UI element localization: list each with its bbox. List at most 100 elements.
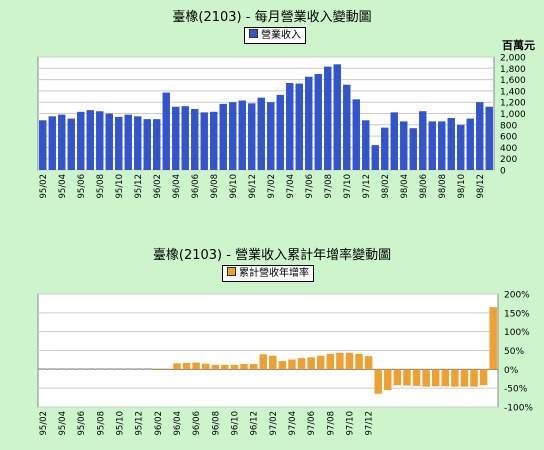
bar (240, 364, 248, 370)
bar (67, 368, 76, 370)
x-tick-label: 96/06 (192, 411, 202, 436)
x-tick-label: 95/12 (135, 411, 145, 436)
x-tick-label: 98/12 (476, 174, 486, 199)
cumulative-growth-chart: 200% 150% 100% 50% 0% -50% -100% 95/02 95/04 95/0… (37, 291, 533, 436)
y-tick-label: 1,200 (500, 99, 526, 109)
bar (314, 73, 322, 170)
bar (460, 369, 469, 387)
bar (307, 357, 315, 370)
y-tick-label: 200 (500, 155, 517, 165)
bar (115, 368, 124, 370)
bar (381, 127, 389, 171)
legend-swatch (227, 267, 236, 276)
y-tick-label: 2,000 (500, 54, 526, 64)
bar (219, 103, 227, 170)
bar (201, 363, 210, 370)
bar (286, 82, 294, 170)
bar (39, 120, 47, 170)
bar (295, 83, 303, 170)
x-tick-label: 95/02 (39, 411, 49, 436)
bar (58, 114, 66, 170)
bar (96, 368, 105, 370)
x-tick-label: 97/12 (362, 174, 372, 199)
y-tick-label: -50% (504, 385, 528, 395)
bar (38, 368, 48, 370)
bar (269, 355, 277, 370)
x-tick-label: 96/12 (250, 411, 260, 436)
bar (67, 118, 75, 170)
bar (163, 368, 172, 370)
bar (105, 368, 115, 370)
bar (230, 364, 239, 370)
x-tick-label: 97/06 (305, 174, 315, 199)
chart-title: 臺橡(2103) - 每月營業收入變動圖 (172, 10, 372, 25)
bar (438, 121, 446, 170)
bar (210, 111, 218, 170)
x-tick-label: 95/06 (77, 411, 87, 436)
bar (364, 356, 373, 370)
x-tick-label: 97/02 (267, 174, 277, 199)
bar (470, 369, 478, 387)
legend: 營業收入 (244, 27, 306, 44)
bar (451, 369, 459, 387)
x-tick-label: 96/06 (191, 174, 201, 199)
bar (476, 102, 484, 170)
bar (48, 116, 56, 170)
y-tick-label: 1,600 (500, 76, 526, 86)
x-tick-label: 96/10 (230, 411, 240, 436)
cumulative-growth-panel: 臺橡(2103) - 營業收入累計年增率變動圖 累計營收年增率 200% 150%… (0, 234, 544, 450)
x-tick-label: 97/08 (324, 174, 334, 199)
chart-title: 臺橡(2103) - 營業收入累計年增率變動圖 (152, 248, 392, 263)
x-tick-label: 95/08 (96, 411, 106, 436)
bar (249, 364, 258, 370)
bar (162, 92, 170, 170)
bar (400, 121, 408, 170)
bar (428, 121, 436, 170)
bar (466, 118, 474, 170)
x-tick-label: 95/02 (39, 174, 49, 199)
bar (238, 100, 246, 170)
y-tick-label: 50% (504, 347, 524, 357)
x-tick-label: 97/12 (365, 411, 375, 436)
x-tick-label: 96/08 (210, 174, 220, 199)
x-tick-label: 97/10 (343, 174, 353, 199)
bar (172, 106, 180, 170)
bar (409, 128, 417, 170)
x-tick-label: 98/06 (419, 174, 429, 199)
x-tick-label: 95/10 (115, 174, 125, 199)
x-tick-label: 96/04 (173, 411, 183, 436)
legend-swatch (249, 29, 258, 38)
bar (362, 120, 370, 170)
bar (333, 64, 341, 170)
bar (324, 66, 332, 170)
y-tick-label: 1,800 (500, 65, 526, 75)
bar (384, 369, 392, 391)
y-tick-label: 400 (500, 144, 517, 154)
y-tick-label: 200% (504, 291, 530, 301)
bar (336, 352, 344, 370)
x-tick-label: 96/08 (211, 411, 221, 436)
x-tick-label: 96/02 (153, 174, 163, 199)
y-tick-label: 600 (500, 133, 517, 143)
bar (124, 368, 134, 370)
x-tick-label: 97/06 (307, 411, 317, 436)
bar (412, 369, 421, 386)
bar (447, 118, 455, 170)
x-tick-label: 95/04 (58, 411, 68, 436)
x-tick-label: 97/08 (326, 411, 336, 436)
x-tick-label: 98/02 (381, 174, 391, 199)
legend-label: 營業收入 (261, 30, 301, 41)
bar (485, 106, 493, 170)
bar (191, 108, 199, 170)
bar (422, 369, 430, 387)
bar (374, 369, 382, 394)
bar (267, 102, 275, 170)
bar (441, 369, 450, 387)
y-tick-label: 0% (504, 366, 519, 376)
x-tick-label: 95/10 (115, 411, 125, 436)
x-tick-label: 96/12 (248, 174, 258, 199)
bar (143, 368, 153, 370)
legend-label: 累計營收年增率 (239, 268, 309, 279)
x-tick-label: 98/08 (438, 174, 448, 199)
